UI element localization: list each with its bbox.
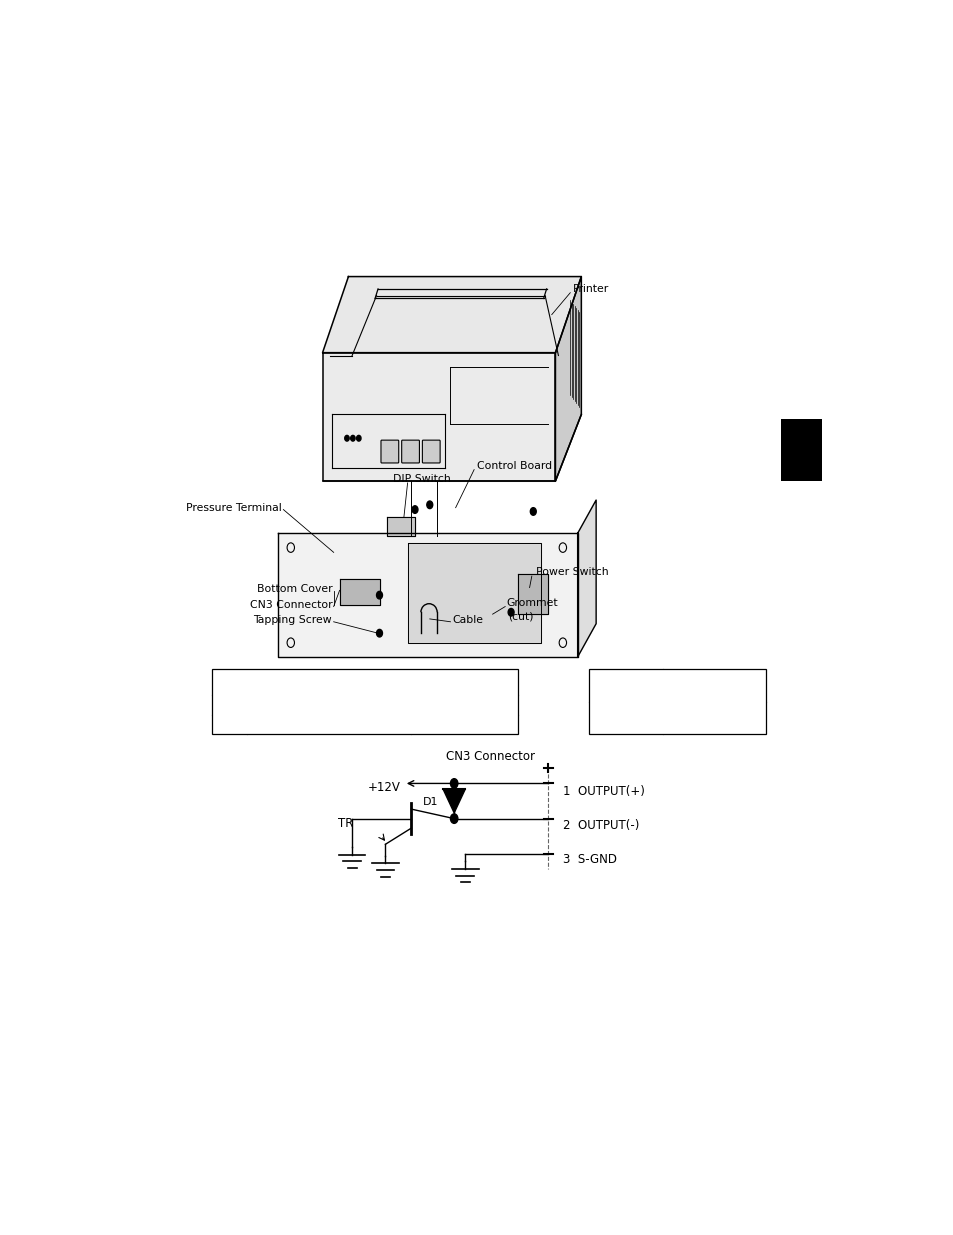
Polygon shape: [387, 517, 415, 536]
Bar: [588, 669, 765, 734]
Polygon shape: [555, 277, 580, 482]
Circle shape: [450, 814, 457, 824]
Polygon shape: [322, 277, 580, 353]
Polygon shape: [407, 543, 540, 642]
Polygon shape: [442, 789, 465, 813]
Text: 1  OUTPUT(+): 1 OUTPUT(+): [562, 784, 644, 798]
Text: Grommet: Grommet: [506, 598, 558, 608]
Polygon shape: [322, 353, 555, 482]
Bar: [781, 419, 821, 482]
Circle shape: [450, 779, 457, 788]
Text: 3  S-GND: 3 S-GND: [562, 853, 617, 866]
Text: CN3 Connector: CN3 Connector: [250, 600, 332, 610]
Text: Tapping Screw: Tapping Screw: [253, 615, 332, 625]
Text: TR: TR: [337, 816, 353, 830]
Text: Cable: Cable: [452, 615, 482, 625]
Circle shape: [344, 436, 349, 441]
Text: Control Board: Control Board: [476, 461, 552, 471]
Text: +12V: +12V: [367, 781, 400, 794]
Circle shape: [412, 506, 417, 514]
Circle shape: [356, 436, 360, 441]
Text: Pressure Terminal: Pressure Terminal: [186, 503, 282, 513]
Circle shape: [351, 436, 355, 441]
Text: Power Switch: Power Switch: [535, 567, 607, 577]
Text: DIP Switch: DIP Switch: [393, 474, 450, 484]
Text: Bottom Cover: Bottom Cover: [256, 584, 332, 594]
FancyBboxPatch shape: [380, 440, 398, 463]
Text: CN3 Connector: CN3 Connector: [445, 751, 535, 763]
Circle shape: [376, 630, 382, 637]
Text: 2  OUTPUT(-): 2 OUTPUT(-): [562, 819, 639, 832]
Polygon shape: [278, 534, 577, 657]
Polygon shape: [339, 579, 379, 605]
Text: (cut): (cut): [508, 611, 533, 621]
Circle shape: [508, 609, 514, 616]
Circle shape: [530, 508, 536, 515]
Circle shape: [426, 501, 433, 509]
Bar: [212, 669, 518, 734]
Polygon shape: [577, 500, 596, 657]
Circle shape: [376, 592, 382, 599]
FancyBboxPatch shape: [422, 440, 439, 463]
Polygon shape: [518, 574, 547, 614]
FancyBboxPatch shape: [401, 440, 419, 463]
Text: D1: D1: [423, 797, 438, 806]
Text: Printer: Printer: [572, 284, 608, 294]
